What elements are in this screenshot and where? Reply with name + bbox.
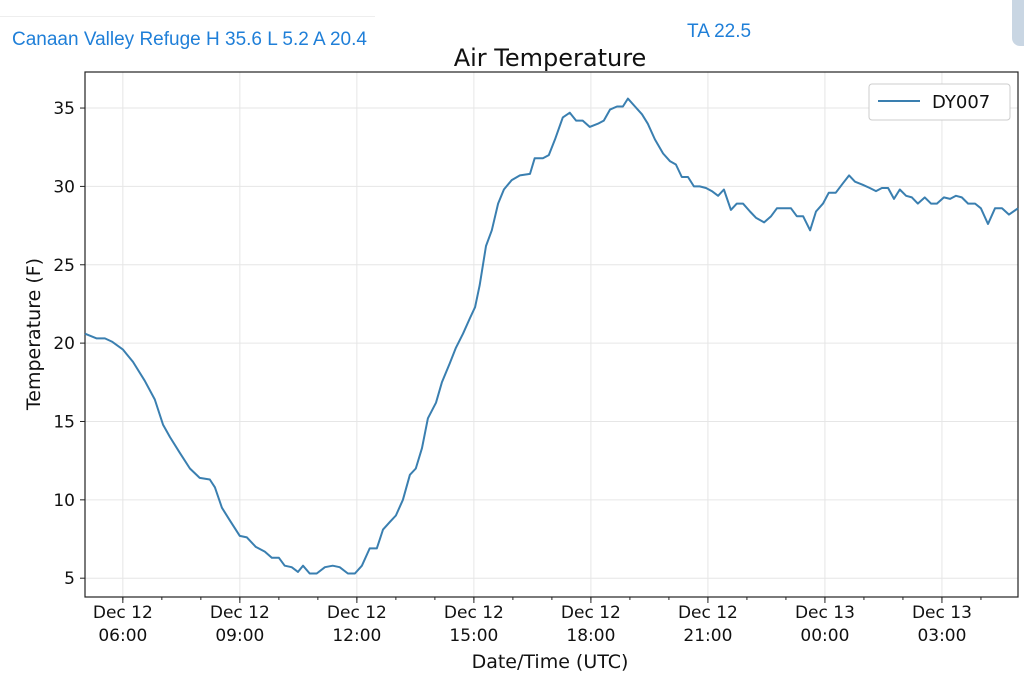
y-tick-label: 35 <box>53 99 75 119</box>
x-tick-label-date: Dec 12 <box>93 603 153 623</box>
x-tick-label-time: 03:00 <box>917 626 966 646</box>
station-summary: Canaan Valley Refuge H 35.6 L 5.2 A 20.4 <box>12 29 367 50</box>
y-tick-label: 5 <box>64 569 75 589</box>
axis-ticks: 5 10 15 20 25 30 35 Dec 12 06:00 Dec 12 09:00 Dec 1… <box>53 99 982 646</box>
y-tick-label: 15 <box>53 412 75 432</box>
top-divider <box>0 16 375 17</box>
x-tick-label-date: Dec 13 <box>795 603 855 623</box>
x-tick-label-time: 00:00 <box>800 626 849 646</box>
side-panel-handle[interactable] <box>1012 0 1024 46</box>
x-tick-label-date: Dec 12 <box>210 603 270 623</box>
chart-title: Air Temperature <box>454 44 647 72</box>
x-tick-label-time: 21:00 <box>683 626 732 646</box>
x-tick-label-date: Dec 12 <box>678 603 738 623</box>
x-tick-label-time: 15:00 <box>449 626 498 646</box>
y-tick-label: 10 <box>53 491 75 511</box>
x-tick-label-date: Dec 12 <box>327 603 387 623</box>
y-axis-label: Temperature (F) <box>23 258 45 411</box>
x-tick-label-date: Dec 12 <box>444 603 504 623</box>
x-tick-label-time: 09:00 <box>215 626 264 646</box>
legend-box <box>868 83 1011 121</box>
ta-value: TA 22.5 <box>687 21 752 42</box>
x-tick-label-time: 06:00 <box>98 626 147 646</box>
y-tick-label: 25 <box>53 256 75 276</box>
y-tick-label: 30 <box>53 177 75 197</box>
series-line-dy007 <box>84 97 1019 575</box>
x-axis-label: Date/Time (UTC) <box>472 651 629 673</box>
y-tick-label: 20 <box>53 334 75 354</box>
x-tick-label-time: 12:00 <box>332 626 381 646</box>
grid <box>85 72 1018 597</box>
x-tick-label-date: Dec 13 <box>912 603 972 623</box>
legend: DY007 <box>868 83 1011 121</box>
x-tick-label-time: 18:00 <box>566 626 615 646</box>
legend-label: DY007 <box>932 92 990 113</box>
x-tick-label-date: Dec 12 <box>561 603 621 623</box>
